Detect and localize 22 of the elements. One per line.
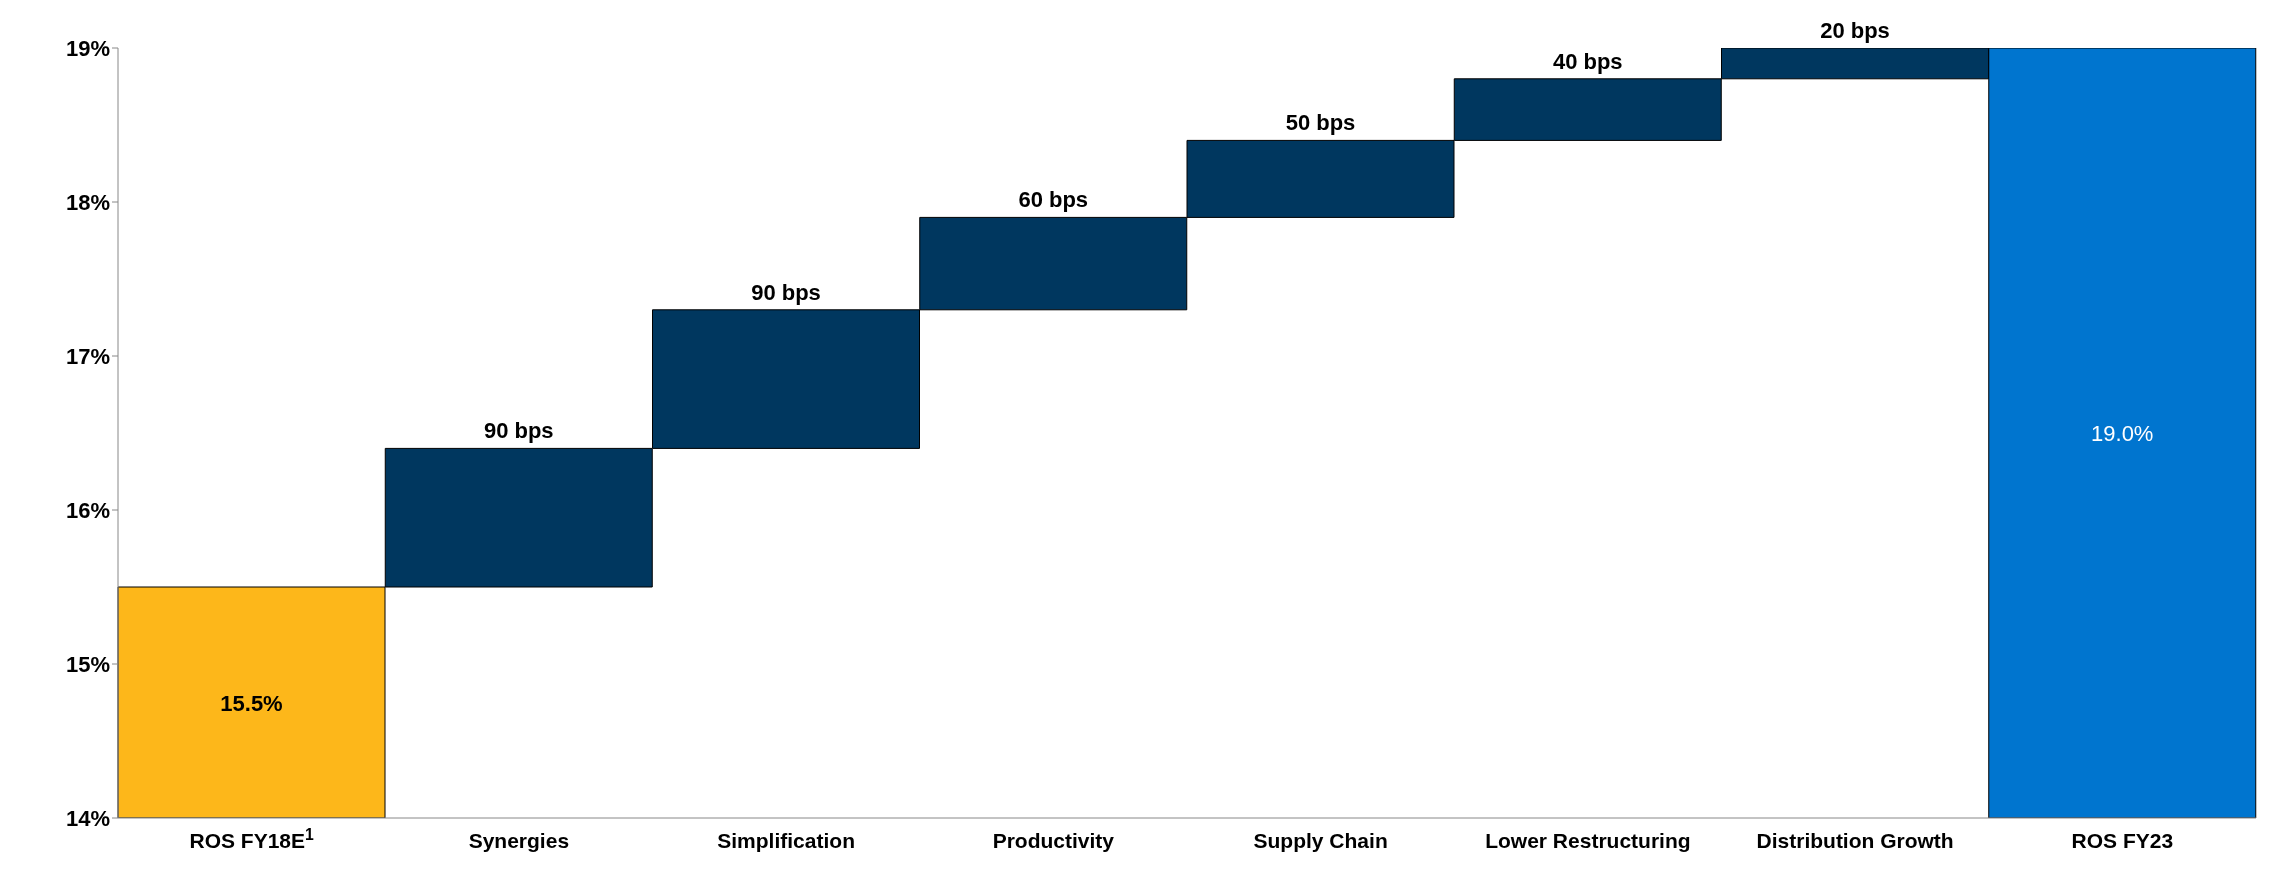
y-tick-label: 19% xyxy=(65,35,110,61)
y-tick-label: 18% xyxy=(65,189,110,215)
annotation: 90 bps xyxy=(751,279,821,305)
annotation: 60 bps xyxy=(1018,187,1089,213)
x-tick-label: Synergies xyxy=(468,829,570,852)
annotation: 90 bps xyxy=(483,418,554,444)
x-tick-label: ROS FY23 xyxy=(2071,829,2174,852)
y-tick-label: 16% xyxy=(65,497,110,523)
y-tick-label: 17% xyxy=(65,343,110,369)
y-tick-label: 15% xyxy=(65,651,110,677)
x-tick-label: Simplification xyxy=(717,829,855,852)
annotation: 40 bps xyxy=(1552,48,1623,74)
annotation: 20 bps xyxy=(1820,18,1890,43)
data-label: 15.5% xyxy=(220,690,283,716)
data-label: 19.0% xyxy=(2091,421,2154,446)
y-tick-label: 14% xyxy=(65,805,110,831)
x-tick-label: Distribution Growth xyxy=(1756,829,1954,852)
x-tick-label: Productivity xyxy=(992,829,1115,852)
x-tick-label: ROS FY18E$^{1}$ xyxy=(189,825,315,852)
annotation: 50 bps xyxy=(1285,110,1356,136)
x-tick-label: Lower Restructuring xyxy=(1485,829,1691,852)
x-tick-label: Supply Chain xyxy=(1253,829,1388,852)
